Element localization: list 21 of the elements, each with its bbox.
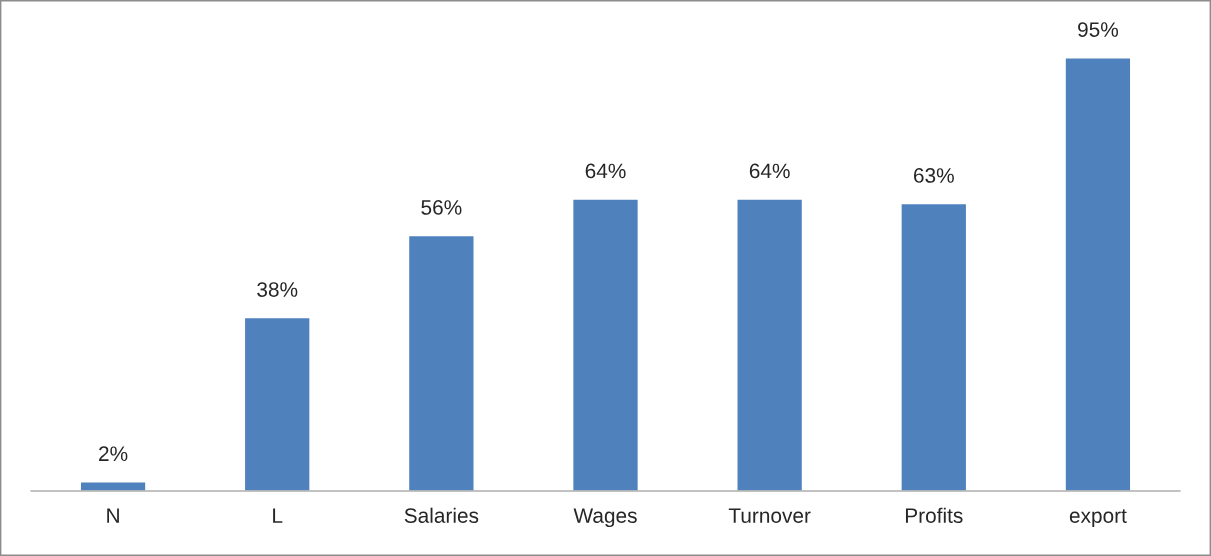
x-tick-label: export <box>1069 509 1127 528</box>
data-label: 56% <box>421 200 462 215</box>
x-tick-label: Turnover <box>728 508 811 523</box>
x-tick-label: Profits <box>905 507 963 523</box>
data-label: 63% <box>914 168 954 183</box>
bar <box>571 198 640 491</box>
x-tick-label: Wages <box>573 508 637 528</box>
bar <box>407 234 475 491</box>
x-tick-label: L <box>273 508 283 523</box>
x-tick-label: Salaries <box>404 507 479 523</box>
bar <box>1064 57 1132 491</box>
data-label: 64% <box>585 163 626 179</box>
data-label: 2% <box>99 446 128 462</box>
bar <box>79 481 147 491</box>
data-label: 64% <box>749 163 790 179</box>
bar <box>243 316 311 491</box>
x-tick-label: N <box>107 508 119 523</box>
bar <box>900 202 968 491</box>
data-label: 38% <box>257 282 298 297</box>
bar <box>736 198 804 491</box>
data-label: 95% <box>1078 22 1119 37</box>
